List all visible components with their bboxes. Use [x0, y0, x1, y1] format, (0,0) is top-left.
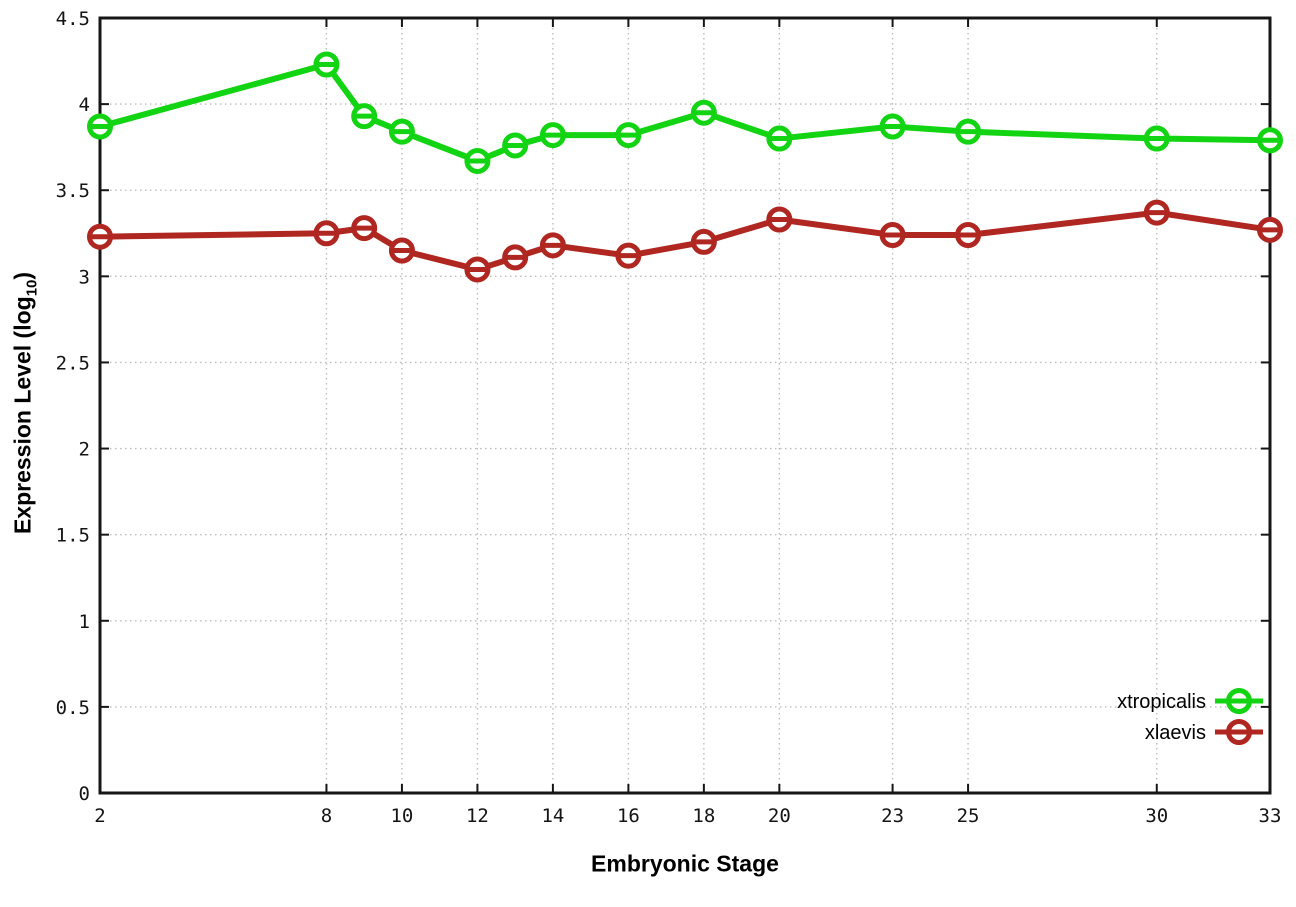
series-xtropicalis	[87, 51, 1283, 174]
x-tick-label: 2	[94, 805, 105, 827]
x-tick-label: 23	[881, 805, 904, 827]
x-tick-label: 33	[1259, 805, 1282, 827]
series-xlaevis	[87, 199, 1283, 283]
y-tick-label: 1	[79, 611, 90, 633]
y-tick-label: 1.5	[56, 525, 90, 547]
y-axis-title-subscript: 10	[23, 279, 41, 297]
y-tick-label: 2	[79, 439, 90, 461]
y-tick-label: 0	[79, 783, 90, 805]
y-tick-label: 4	[79, 94, 90, 116]
x-tick-label: 18	[692, 805, 715, 827]
x-axis-title: Embryonic Stage	[591, 850, 779, 877]
y-tick-label: 3	[79, 266, 90, 288]
y-tick-label: 4.5	[56, 8, 90, 30]
x-tick-label: 30	[1145, 805, 1168, 827]
y-axis-title-suffix: )	[9, 271, 36, 280]
x-tick-label: 14	[541, 805, 564, 827]
x-tick-label: 25	[957, 805, 980, 827]
y-axis-title: Expression Level (log10)	[10, 272, 41, 534]
series-line	[97, 209, 1273, 273]
legend-item-xtropicalis: xtropicalis	[1117, 688, 1263, 714]
legend-label: xlaevis	[1145, 722, 1206, 744]
y-tick-label: 2.5	[56, 352, 90, 374]
y-tick-label: 3.5	[56, 180, 90, 202]
x-tick-label: 20	[768, 805, 791, 827]
x-tick-label: 10	[390, 805, 413, 827]
y-axis-title-text: Expression Level (log	[9, 296, 36, 535]
series-line	[97, 61, 1273, 164]
legend-label: xtropicalis	[1117, 691, 1206, 713]
plot-border	[98, 16, 1272, 795]
legend-item-xlaevis: xlaevis	[1145, 719, 1263, 745]
x-tick-label: 12	[466, 805, 489, 827]
x-tick-label: 16	[617, 805, 640, 827]
x-tick-label: 8	[321, 805, 332, 827]
y-tick-label: 0.5	[56, 697, 90, 719]
